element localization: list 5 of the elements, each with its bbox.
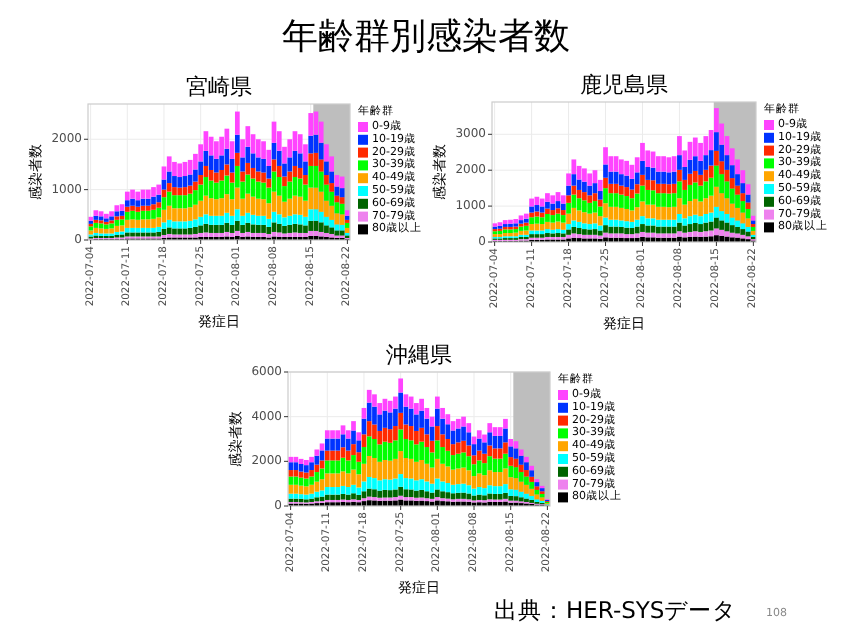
chart-title: 鹿児島県 bbox=[580, 72, 668, 98]
source-note: 出典：HER-SYSデータ bbox=[494, 596, 737, 624]
chart-title: 宮崎県 bbox=[186, 74, 252, 100]
text: 年齢群別感染者数 bbox=[282, 16, 570, 58]
chart-title: 沖縄県 bbox=[386, 342, 452, 368]
